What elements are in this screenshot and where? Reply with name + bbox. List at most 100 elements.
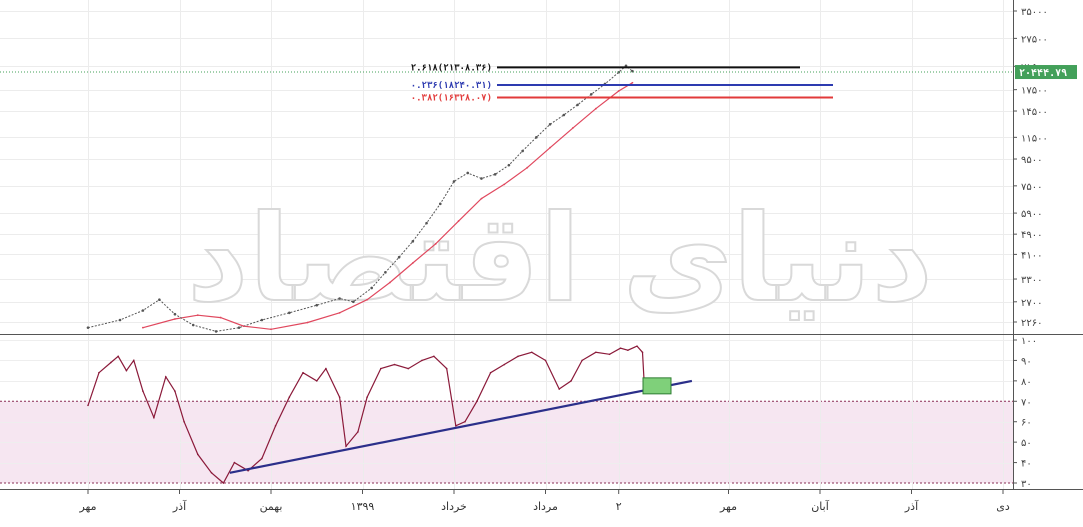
rsi-highlight-box — [642, 377, 672, 395]
last-price-badge — [1015, 65, 1077, 80]
price-tick-label: ۴۱۰۰ — [1021, 250, 1042, 261]
rsi-point — [407, 367, 410, 370]
time-tick-label: آبان — [811, 499, 829, 513]
rsi-point — [325, 367, 327, 370]
rsi-point — [125, 369, 128, 372]
time-tick-label: مهر — [719, 500, 737, 513]
ma-point — [306, 321, 309, 324]
time-tick-label: خرداد — [441, 500, 467, 513]
rsi-point — [366, 396, 368, 399]
rsi-point — [164, 375, 167, 378]
price-point — [438, 202, 442, 206]
rsi-tick-label: ۵۰ — [1021, 438, 1032, 449]
rsi-point — [641, 351, 644, 354]
price-panel-grid — [0, 0, 1013, 334]
rsi-point — [315, 380, 318, 382]
time-tick-label: آذر — [904, 499, 919, 513]
rsi-point — [627, 349, 629, 352]
rsi-line — [87, 345, 645, 484]
price-point — [521, 149, 524, 153]
rsi-point — [345, 445, 347, 448]
rsi-point — [153, 416, 155, 419]
ma-point — [389, 281, 391, 284]
ma-point — [631, 81, 634, 84]
rsi-point — [274, 425, 277, 427]
price-point — [141, 309, 145, 312]
rsi-point — [110, 361, 112, 364]
price-point — [411, 240, 415, 243]
rsi-tick-label: ۶۰ — [1021, 418, 1032, 429]
price-point — [237, 326, 241, 329]
rsi-point — [503, 363, 506, 366]
rsi-point — [87, 404, 89, 407]
price-point — [576, 103, 579, 107]
price-point — [370, 286, 373, 290]
rsi-point — [608, 353, 611, 356]
price-point — [452, 180, 456, 183]
rsi-point — [222, 482, 225, 484]
rsi-point — [433, 355, 435, 358]
watermark-text: دنیای اقتصاد — [187, 190, 933, 329]
price-point — [589, 93, 593, 96]
price-tick-label: ۱۷۵۰۰ — [1021, 86, 1048, 97]
price-point — [384, 271, 387, 274]
fib-label-2: ۰.۳۸۲(۱۶۳۲۸.۰۷) — [411, 94, 492, 104]
rsi-point — [393, 363, 396, 366]
ma-point — [219, 316, 222, 319]
ma-point — [242, 325, 245, 327]
rsi-point — [357, 431, 359, 433]
ma-point — [572, 126, 574, 129]
rsi-tick-label: ۹۰ — [1021, 356, 1032, 367]
price-point — [466, 171, 470, 175]
rsi-trendline — [229, 379, 693, 474]
rsi-point — [174, 390, 176, 392]
price-tick-label: ۳۳۰۰ — [1021, 275, 1042, 286]
price-tick-label: ۲۷۰۰ — [1021, 298, 1042, 309]
price-point — [562, 113, 566, 117]
time-axis-ticks: مهر آذر بهمن ۱۳۹۹ خرداد مرداد ۲ مهر آبان آذر دی — [78, 489, 1010, 513]
rsi-point — [197, 453, 199, 456]
rsi-point — [117, 355, 119, 358]
rsi-point — [302, 371, 304, 374]
fib-label-0: ۲.۶۱۸(۲۱۳۰۸.۳۶) — [411, 63, 492, 73]
rsi-point — [476, 400, 478, 403]
fib-levels: ۲.۶۱۸(۲۱۳۰۸.۳۶) ۰.۲۳۶(۱۸۲۴۰.۳۱) ۰.۳۸۲(۱۶۳۲… — [411, 63, 833, 104]
price-point — [507, 163, 511, 167]
last-price-label: ۲۰۴۴۴.۷۹ — [1019, 68, 1067, 79]
price-point — [118, 318, 122, 322]
rsi-point — [530, 351, 533, 354]
ma-point — [411, 262, 414, 264]
time-tick-label: ۱۳۹۹ — [351, 500, 375, 513]
rsi-point — [517, 355, 519, 358]
price-tick-label: ۳۵۰۰۰ — [1021, 7, 1048, 18]
rsi-point — [132, 359, 135, 362]
rsi-point — [288, 396, 291, 399]
rsi-point — [233, 461, 236, 464]
rsi-series — [87, 345, 693, 484]
price-axis-ticks: ۳۵۰۰۰۲۷۵۰۰۲۱۵۰۰۱۷۵۰۰۱۴۵۰۰۱۱۵۰۰۹۵۰۰۷۵۰۰۵۹… — [1013, 7, 1048, 329]
time-tick-label: مرداد — [533, 500, 558, 513]
price-point — [173, 312, 177, 316]
rsi-point — [210, 471, 213, 474]
price-point — [352, 300, 355, 304]
ma-point — [174, 318, 176, 320]
price-point — [288, 311, 291, 315]
rsi-tick-label: ۸۰ — [1021, 377, 1032, 388]
price-point — [493, 173, 497, 176]
rsi-point — [464, 420, 466, 423]
time-tick-label: ۲ — [616, 500, 622, 513]
rsi-tick-label: ۷۰ — [1021, 397, 1032, 408]
price-point — [397, 255, 401, 259]
price-tick-label: ۱۴۵۰۰ — [1021, 107, 1048, 118]
rsi-point — [570, 380, 572, 382]
rsi-point — [338, 396, 341, 399]
fib-label-1: ۰.۲۳۶(۱۸۲۴۰.۳۱) — [411, 81, 492, 91]
ma-point — [338, 311, 341, 314]
price-tick-label: ۷۵۰۰ — [1021, 182, 1042, 193]
price-tick-label: ۲۷۵۰۰ — [1021, 34, 1048, 45]
price-tick-label: ۹۵۰۰ — [1021, 155, 1042, 166]
price-point — [214, 330, 218, 333]
ma-point — [549, 146, 551, 149]
rsi-point — [489, 371, 492, 374]
